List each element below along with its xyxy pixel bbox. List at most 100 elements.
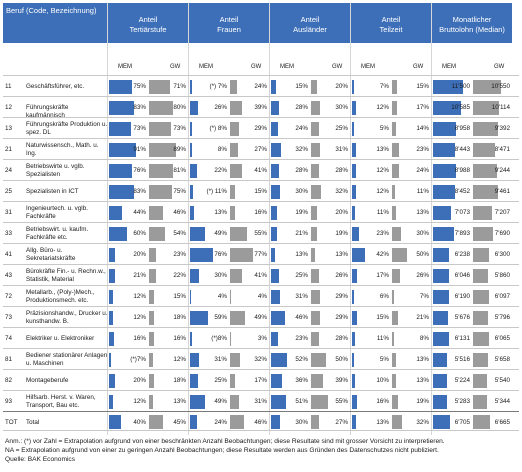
gw-bar — [230, 310, 245, 325]
gw-bar — [392, 268, 400, 283]
gw-bar — [392, 310, 399, 325]
mem-value: 12% — [133, 398, 146, 405]
mem-bar — [271, 100, 280, 115]
mem-value: 5'283 — [454, 398, 470, 405]
mem-bar — [271, 310, 285, 325]
mem-value: (*) 11% — [206, 188, 227, 195]
gw-bar — [149, 415, 163, 429]
gw-value: 23% — [173, 251, 186, 258]
occupation-name-line: Spezialisten — [26, 170, 60, 178]
mem-value: 13% — [295, 251, 308, 258]
gw-value: 50% — [335, 356, 348, 363]
column-separator — [350, 3, 351, 435]
mem-bar — [109, 415, 121, 429]
total-row: TOT Total 40% 45% 24% 46% 30% 27% 13% 32% 6'705 6'6… — [3, 411, 519, 431]
gw-bar — [311, 226, 317, 241]
column-separator — [269, 3, 270, 435]
gw-value: 20% — [335, 209, 348, 216]
mem-value: 36% — [295, 377, 308, 384]
occupation-name-line: Elektriker u. Elektroniker — [26, 335, 95, 342]
gw-bar — [149, 247, 156, 262]
mem-bar — [352, 226, 359, 241]
gw-value: 55% — [254, 230, 267, 237]
mem-value: 25% — [295, 272, 308, 279]
gw-value: 13% — [416, 209, 429, 216]
gw-value: 31% — [254, 398, 267, 405]
gw-bar — [149, 331, 154, 346]
gw-bar — [230, 289, 232, 304]
mem-value: 30% — [214, 272, 227, 279]
mem-value: 11% — [376, 209, 389, 216]
mem-bar — [190, 184, 194, 199]
mem-value: 73% — [133, 125, 146, 132]
gw-value: 7'690 — [494, 230, 510, 237]
mem-value: 40% — [133, 418, 146, 426]
mem-bar — [190, 226, 205, 241]
mem-value: 6'238 — [454, 251, 470, 258]
gw-bar — [230, 226, 247, 241]
occupation-name-line: Betriebswirte u. vglb. — [26, 163, 85, 170]
mem-value: 10% — [376, 377, 389, 384]
gw-value: 15% — [254, 188, 267, 195]
header-line2: Frauen — [217, 24, 241, 34]
occupation-name-line: Bürokräfte Fin.- u. Rechn.w., — [26, 268, 106, 275]
gw-value: 5'796 — [494, 314, 510, 321]
gw-bar — [311, 415, 320, 429]
gw-bar — [392, 394, 398, 409]
gw-value: 9'244 — [494, 167, 510, 174]
mem-bar — [433, 268, 449, 283]
mem-value: (*) 7% — [209, 83, 228, 90]
mem-bar — [433, 226, 454, 241]
gw-value: 15% — [416, 83, 429, 90]
mem-bar — [352, 79, 355, 94]
mem-value: 5'516 — [454, 356, 470, 363]
gw-value: 21% — [416, 314, 429, 321]
gw-value: 18% — [173, 377, 186, 384]
occupation-name: Betriebswirte u. vglb. Spezialisten — [26, 163, 108, 178]
mem-value: 12% — [133, 314, 146, 321]
occupation-name: Total — [26, 419, 108, 427]
gw-bar — [473, 415, 491, 429]
mem-bar — [433, 247, 450, 262]
gw-value: 46% — [254, 418, 267, 426]
mem-value: 49% — [214, 230, 227, 237]
gw-value: 22% — [173, 272, 186, 279]
gw-value: 8% — [419, 335, 429, 342]
mem-bar — [109, 352, 112, 367]
gw-bar — [230, 142, 239, 157]
gw-value: 77% — [254, 251, 267, 258]
occupation-name-line: Ing. — [26, 149, 37, 157]
gw-value: 5'540 — [494, 377, 510, 384]
gw-bar — [473, 331, 489, 346]
mem-value: 8'958 — [454, 125, 470, 132]
occupation-code: 43 — [5, 272, 13, 279]
table-row: 74 Elektriker u. Elektroniker 16% 16% (*)8% 3… — [3, 327, 519, 348]
mem-bar — [190, 331, 193, 346]
mem-value: 8'443 — [454, 146, 470, 153]
mem-bar — [109, 373, 115, 388]
mem-bar — [271, 184, 280, 199]
mem-value: 8'988 — [454, 167, 470, 174]
occupation-code: 13 — [5, 125, 13, 132]
mem-value: 6% — [379, 293, 389, 300]
gw-bar — [311, 310, 320, 325]
gw-bar — [311, 373, 323, 388]
occupation-name: Bürokräfte Fin.- u. Rechn.w., Statistik, … — [26, 268, 108, 283]
footnote-na: NA = Extrapolation aufgrund von einer zu… — [5, 447, 439, 454]
mem-value: 6'190 — [454, 293, 470, 300]
mem-value: 83% — [133, 104, 146, 111]
gw-value: 30% — [335, 104, 348, 111]
table-row: 25 Spezialisten in ICT 83% 75% (*) 11% 15% 30%… — [3, 180, 519, 201]
occupation-code: 82 — [5, 377, 13, 384]
mem-value: 26% — [214, 104, 227, 111]
subheader-mem: MEM — [280, 64, 294, 70]
gw-value: 73% — [173, 125, 186, 132]
occupation-code: 41 — [5, 251, 13, 258]
gw-bar — [311, 205, 317, 220]
occupation-code: 74 — [5, 335, 13, 342]
mem-bar — [271, 394, 287, 409]
table-row: 11 Geschäftsführer, etc. 75% 71% (*) 7% 24% 15… — [3, 75, 519, 96]
occupation-name-line: Sekretariatskräfte — [26, 254, 76, 262]
gw-bar — [311, 289, 320, 304]
mem-bar — [271, 268, 279, 283]
